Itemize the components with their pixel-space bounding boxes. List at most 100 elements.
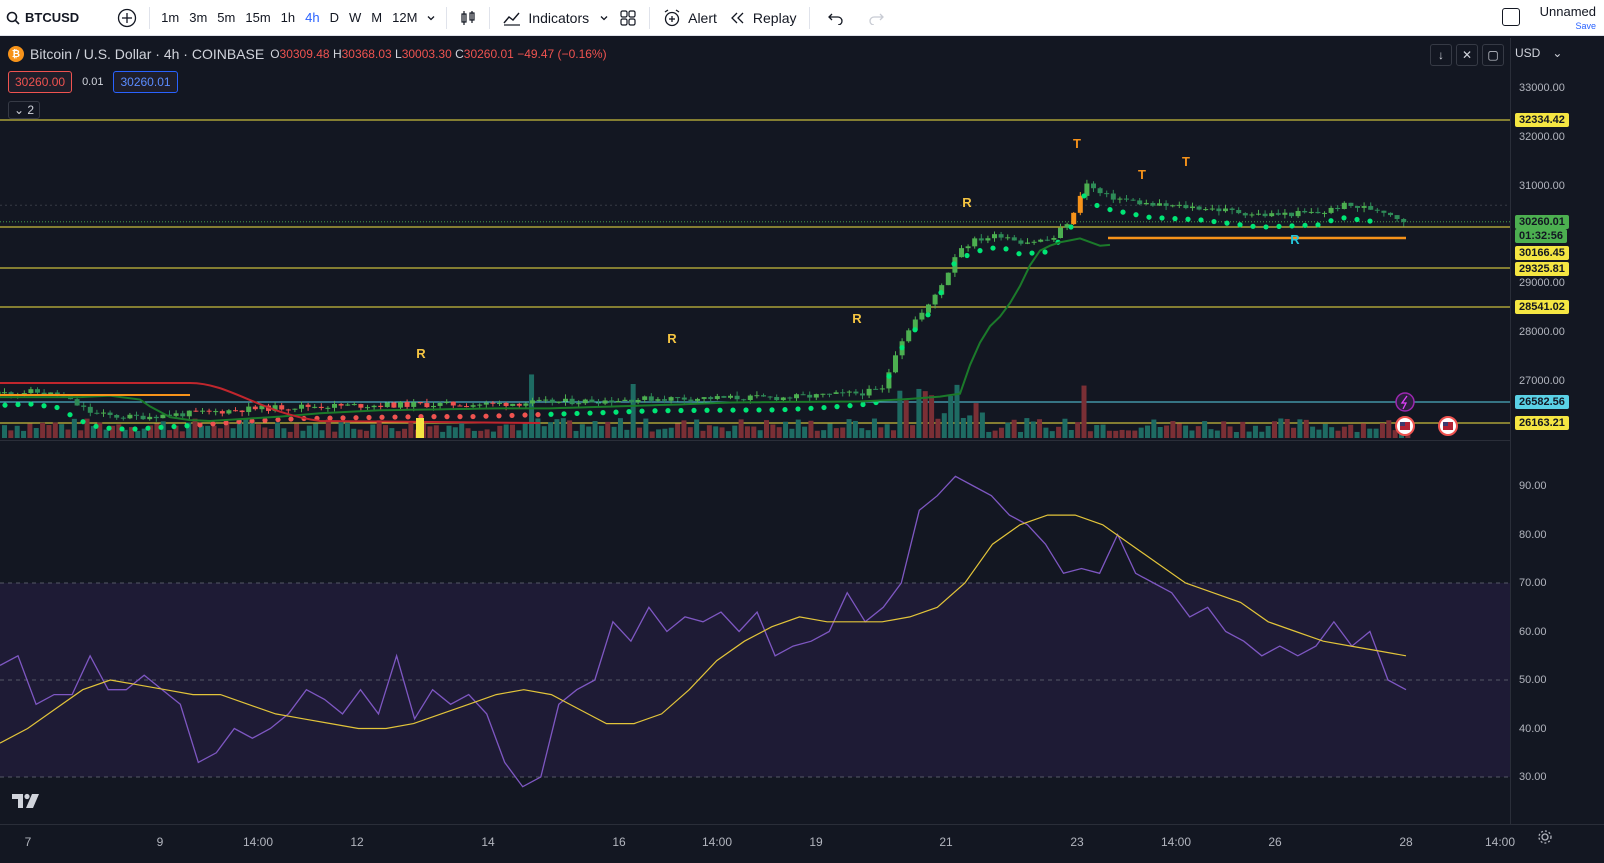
volume-bar [1284,418,1290,438]
volume-bar [167,430,173,438]
red-trend-line [0,382,541,424]
price-label: 27000.00 [1519,375,1565,387]
timeframe-1m[interactable]: 1m [161,10,180,25]
timeframe-d[interactable]: D [329,10,339,25]
compare-symbol-button[interactable] [111,0,143,36]
volume-bar [802,426,808,438]
trend-dot [1315,222,1321,228]
timeframe-5m[interactable]: 5m [217,10,236,25]
undo-button[interactable] [816,0,856,36]
volume-bar [471,430,477,438]
candle [800,394,806,396]
volume-bar [205,425,211,438]
candle [305,404,311,407]
flag-canton [1443,422,1448,426]
chart-legend: ₿ Bitcoin / U.S. Dollar · 4h · COINBASE … [8,46,607,62]
candle [450,401,456,406]
layout-toggle-icon[interactable] [1502,8,1520,26]
timeframe-group: 1m 3m 5m 15m 1h 4h D W M 12M [156,0,422,36]
indicators-dropdown[interactable] [595,0,613,36]
timeframe-4h[interactable]: 4h [305,10,320,25]
chart-type-button[interactable] [453,0,483,36]
time-label: 28 [1399,835,1413,849]
volume-bar [1195,426,1201,438]
volume-bar [433,425,439,438]
indicators-button[interactable]: Indicators [496,0,595,36]
volume-bar [814,430,820,438]
price-scale[interactable]: USD ⌄ 33000.0032000.0031000.0030000.0029… [1510,38,1604,824]
move-pane-down-button[interactable]: ↓ [1430,44,1452,66]
volume-bar [287,431,293,438]
candle [556,401,562,403]
bitcoin-icon: ₿ [8,46,24,62]
timeframe-1h[interactable]: 1h [280,10,296,25]
candle [483,402,489,405]
buy-button[interactable]: 30260.01 [113,71,178,93]
candle [873,388,879,390]
timeframe-3m[interactable]: 3m [189,10,208,25]
save-label[interactable]: Save [1575,21,1596,31]
candle [767,396,773,398]
price-tag: 26163.21 [1515,416,1569,430]
layout-name-button[interactable]: Unnamed Save [1540,4,1596,33]
volume-bar [1303,419,1309,438]
candle [279,405,285,410]
time-axis[interactable]: 7 9 14:00 12 14 16 14:00 19 21 23 14:00 26 28 14:00 [0,824,1604,863]
volume-bar [1316,429,1322,438]
candle [1256,213,1261,215]
gear-icon[interactable] [1537,829,1553,845]
volume-bar [598,425,604,438]
volume-bar [33,428,39,438]
sell-button[interactable]: 30260.00 [8,71,73,93]
candle [978,238,984,241]
candle [530,400,535,404]
pane-separator[interactable] [0,440,1510,441]
volume-bar [922,391,928,438]
price-chart-pane[interactable] [0,38,1510,440]
candle [998,234,1004,238]
candle [1117,198,1123,200]
volume-bar [1240,421,1246,438]
candle [285,409,291,411]
trend-dot [249,418,255,424]
candle [708,397,714,399]
volume-bar [910,425,916,438]
candle [497,402,502,404]
volume-bar [1132,430,1138,438]
timeframe-w[interactable]: W [348,10,362,25]
volume-bar [662,428,668,438]
timeframe-15m[interactable]: 15m [245,10,271,25]
signal-t-label: T [1182,154,1190,169]
candle [609,400,615,403]
collapse-pane-button[interactable]: ✕ [1456,44,1478,66]
candle [846,391,852,393]
maximize-pane-button[interactable]: ▢ [1482,44,1504,66]
indicators-collapse-button[interactable]: ⌄ 2 [8,101,41,119]
alert-button[interactable]: Alert [656,0,723,36]
highlight-candle [416,418,424,438]
candle [1262,213,1268,217]
volume-bar [256,424,261,438]
rsi-label: 30.00 [1519,771,1547,783]
symbol-title[interactable]: Bitcoin / U.S. Dollar · 4h · COINBASE [30,46,265,62]
candle [1308,211,1314,213]
templates-button[interactable] [613,0,643,36]
timeframe-12m[interactable]: 12M [392,10,418,25]
candle [734,395,740,400]
timeframe-dropdown[interactable] [422,0,440,36]
candle [833,392,839,394]
currency-select[interactable]: USD ⌄ [1515,46,1562,60]
candle [371,405,377,408]
volume-bar [1176,423,1182,438]
trend-dot [717,407,723,413]
redo-button[interactable] [856,0,896,36]
volume-bar [579,424,585,438]
undo-icon [827,13,843,25]
candle [1183,204,1189,209]
timeframe-m[interactable]: M [371,10,383,25]
symbol-search-button[interactable]: BTCUSD [0,0,85,36]
volume-bar [935,418,941,438]
candle [1097,188,1103,194]
rsi-pane[interactable] [0,441,1510,824]
replay-button[interactable]: Replay [723,0,803,36]
